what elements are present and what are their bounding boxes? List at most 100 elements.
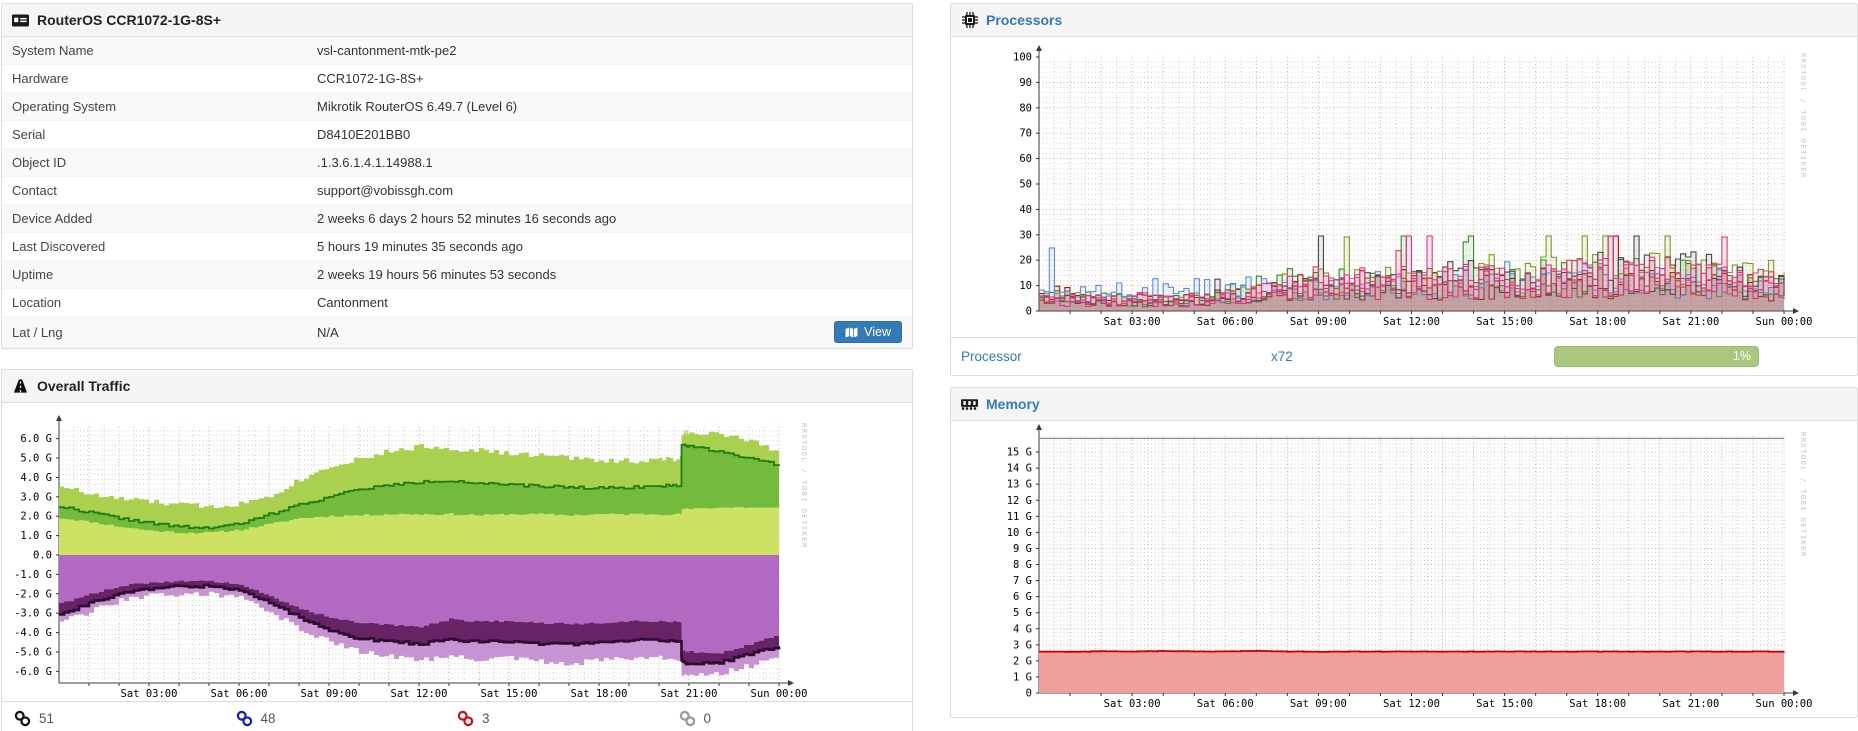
processors-title[interactable]: Processors — [986, 12, 1063, 28]
device-info-header: RouterOS CCR1072-1G-8S+ — [2, 4, 912, 37]
port-count-value: 3 — [482, 711, 490, 726]
svg-text:0.0: 0.0 — [33, 550, 52, 562]
svg-text:Sun 00:00: Sun 00:00 — [1756, 698, 1813, 710]
row-value: vsl-cantonment-mtk-pe2 — [317, 43, 457, 58]
row-value: 2 weeks 6 days 2 hours 52 minutes 16 sec… — [317, 211, 617, 226]
right-column: Processors 100 90 80 70 60 50 40 30 20 10 0 Sat 03:… — [950, 3, 1858, 731]
processor-link[interactable]: Processor — [961, 349, 1022, 364]
svg-text:Sat 12:00: Sat 12:00 — [1383, 698, 1440, 710]
device-row-last-discovered: Last Discovered 5 hours 19 minutes 35 sec… — [2, 233, 912, 261]
overall-traffic-header: Overall Traffic — [2, 370, 912, 403]
svg-text:90: 90 — [1019, 77, 1032, 89]
row-label: Uptime — [12, 267, 54, 282]
processor-summary-row: Processor x72 1% — [951, 337, 1857, 375]
link-icon — [679, 710, 696, 727]
row-label: Serial — [12, 127, 46, 142]
row-value: CCR1072-1G-8S+ — [317, 71, 424, 86]
svg-text:20: 20 — [1019, 255, 1032, 267]
svg-text:2.0 G: 2.0 G — [20, 511, 52, 523]
memory-icon — [961, 397, 978, 412]
svg-text:40: 40 — [1019, 204, 1032, 216]
svg-text:Sat 15:00: Sat 15:00 — [1476, 698, 1533, 710]
svg-text:0: 0 — [1026, 306, 1032, 318]
device-title: RouterOS CCR1072-1G-8S+ — [37, 12, 222, 28]
device-row-device-added: Device Added 2 weeks 6 days 2 hours 52 mi… — [2, 205, 912, 233]
link-icon — [236, 710, 253, 727]
svg-text:14 G: 14 G — [1007, 463, 1032, 475]
memory-panel: Memory 15 G 14 G 13 G 12 G 11 G 10 G 9 G 8 G 7 G… — [950, 387, 1858, 718]
map-icon — [845, 327, 858, 338]
svg-text:2 G: 2 G — [1013, 655, 1032, 667]
row-label: Device Added — [12, 211, 93, 226]
svg-text:RRDTOOL / TOBI OETIKER: RRDTOOL / TOBI OETIKER — [1799, 53, 1807, 179]
device-row-serial: Serial D8410E201BB0 — [2, 121, 912, 149]
device-row-uptime: Uptime 2 weeks 19 hours 56 minutes 53 sec… — [2, 261, 912, 289]
row-label: Object ID — [12, 155, 67, 170]
ports-ignored-count[interactable]: 0 — [679, 710, 901, 727]
svg-text:Sat 09:00: Sat 09:00 — [1290, 316, 1347, 328]
svg-text:Sat 06:00: Sat 06:00 — [1197, 698, 1254, 710]
svg-text:Sat 06:00: Sat 06:00 — [211, 688, 268, 700]
svg-text:Sat 15:00: Sat 15:00 — [1476, 316, 1533, 328]
ports-up-count[interactable]: 48 — [236, 710, 458, 727]
ports-down-count[interactable]: 3 — [457, 710, 679, 727]
svg-text:7 G: 7 G — [1013, 575, 1032, 587]
processors-header: Processors — [951, 4, 1857, 37]
svg-text:Sat 03:00: Sat 03:00 — [1104, 698, 1161, 710]
processors-graph[interactable]: 100 90 80 70 60 50 40 30 20 10 0 Sat 03:00 Sat 06:00… — [951, 37, 1857, 337]
row-label: Location — [12, 295, 62, 310]
svg-text:-1.0 G: -1.0 G — [14, 569, 52, 581]
road-icon — [12, 379, 29, 394]
ports-total-count[interactable]: 51 — [14, 710, 236, 727]
svg-text:50: 50 — [1019, 179, 1032, 191]
device-row-location: Location Cantonment — [2, 289, 912, 317]
view-location-button[interactable]: View — [834, 321, 902, 343]
row-label: Lat / Lng — [12, 324, 63, 340]
svg-text:80: 80 — [1019, 102, 1032, 114]
memory-title[interactable]: Memory — [986, 396, 1040, 412]
svg-text:Sat 03:00: Sat 03:00 — [1104, 316, 1161, 328]
link-icon — [14, 710, 31, 727]
port-count-value: 48 — [260, 711, 276, 726]
view-button-label: View — [864, 325, 891, 339]
svg-text:Sat 15:00: Sat 15:00 — [481, 688, 538, 700]
svg-text:6.0 G: 6.0 G — [20, 433, 52, 445]
svg-text:Sat 18:00: Sat 18:00 — [1569, 316, 1626, 328]
svg-text:Sat 03:00: Sat 03:00 — [121, 688, 178, 700]
processors-panel: Processors 100 90 80 70 60 50 40 30 20 10 0 Sat 03:… — [950, 3, 1858, 376]
port-count-value: 0 — [703, 711, 712, 726]
device-row-operating-system: Operating System Mikrotik RouterOS 6.49.7… — [2, 93, 912, 121]
svg-text:0: 0 — [1026, 688, 1032, 700]
svg-text:13 G: 13 G — [1007, 479, 1032, 491]
memory-graph[interactable]: 15 G 14 G 13 G 12 G 11 G 10 G 9 G 8 G 7 G 6 G 5 G 4… — [951, 421, 1857, 717]
device-row-contact: Contact support@vobissgh.com — [2, 177, 912, 205]
id-card-icon — [12, 13, 29, 28]
svg-text:Sat 09:00: Sat 09:00 — [301, 688, 358, 700]
svg-text:5.0 G: 5.0 G — [20, 453, 52, 465]
device-info-panel: RouterOS CCR1072-1G-8S+ System Name vsl-c… — [1, 3, 913, 349]
device-row-hardware: Hardware CCR1072-1G-8S+ — [2, 65, 912, 93]
svg-text:60: 60 — [1019, 153, 1032, 165]
svg-text:Sat 21:00: Sat 21:00 — [1662, 698, 1719, 710]
memory-header: Memory — [951, 388, 1857, 421]
svg-text:Sat 09:00: Sat 09:00 — [1290, 698, 1347, 710]
svg-text:3 G: 3 G — [1013, 639, 1032, 651]
svg-text:4 G: 4 G — [1013, 623, 1032, 635]
svg-text:Sat 21:00: Sat 21:00 — [661, 688, 718, 700]
row-value: Cantonment — [317, 295, 388, 310]
row-value: D8410E201BB0 — [317, 127, 411, 142]
svg-text:6 G: 6 G — [1013, 591, 1032, 603]
row-value: N/A — [317, 324, 339, 340]
row-label: Operating System — [12, 99, 117, 114]
svg-text:-6.0 G: -6.0 G — [14, 666, 52, 678]
processor-count-link[interactable]: x72 — [1271, 349, 1293, 364]
svg-text:Sun 00:00: Sun 00:00 — [751, 688, 808, 700]
svg-text:100: 100 — [1013, 52, 1032, 64]
overall-traffic-graph[interactable]: 6.0 G 5.0 G 4.0 G 3.0 G 2.0 G 1.0 G 0.0 -1.0 G -… — [2, 403, 912, 701]
svg-text:Sat 18:00: Sat 18:00 — [571, 688, 628, 700]
row-value: support@vobissgh.com — [317, 183, 454, 198]
port-count-value: 51 — [39, 711, 55, 726]
device-row-system-name: System Name vsl-cantonment-mtk-pe2 — [2, 37, 912, 65]
svg-text:9 G: 9 G — [1013, 543, 1032, 555]
